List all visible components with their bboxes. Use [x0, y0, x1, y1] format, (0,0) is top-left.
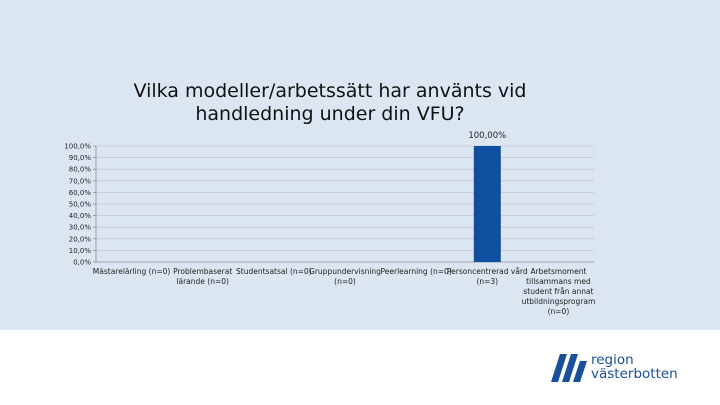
- category-label: Studentsatsal (n=0): [236, 267, 312, 276]
- y-tick-label: 40,0%: [69, 212, 92, 220]
- y-tick-label: 0,0%: [73, 259, 91, 267]
- y-tick-label: 30,0%: [69, 224, 92, 232]
- chart-plot: 0,0% 10,0% 20,0% 30,0% 40,0% 50,0% 60,0% 70,0% 8…: [64, 131, 594, 267]
- logo-mark-icon: [551, 354, 587, 382]
- y-tick-label: 70,0%: [69, 177, 92, 185]
- y-tick-label: 60,0%: [69, 189, 92, 197]
- y-tick-label: 50,0%: [69, 201, 92, 209]
- y-tick-label: 20,0%: [69, 235, 92, 243]
- logo-text: region västerbotten: [591, 353, 678, 381]
- category-label: Problembaserat lärande (n=0): [173, 267, 233, 286]
- y-tick-label: 100,0%: [64, 143, 91, 151]
- y-tick-label: 80,0%: [69, 166, 92, 174]
- region-vasterbotten-logo: region västerbotten: [551, 352, 701, 386]
- data-label: 100,00%: [468, 131, 506, 141]
- category-label: Arbetsmoment tillsammans med student frå…: [521, 267, 596, 316]
- logo-line-region: region: [591, 352, 634, 368]
- category-label: Personcentrerad vård (n=3): [446, 267, 528, 286]
- slide-background: [0, 0, 720, 330]
- bar: [473, 146, 501, 262]
- y-tick-label: 10,0%: [69, 247, 92, 255]
- logo-line-vasterbotten: västerbotten: [591, 366, 678, 382]
- category-label: Mästarelärling (n=0): [92, 267, 171, 276]
- chart-title: Vilka modeller/arbetssätt har använts vi…: [133, 80, 527, 125]
- category-label: Peerlearning (n=0): [380, 267, 452, 276]
- y-tick-label: 90,0%: [69, 154, 92, 162]
- category-label: Gruppundervisning (n=0): [309, 267, 381, 286]
